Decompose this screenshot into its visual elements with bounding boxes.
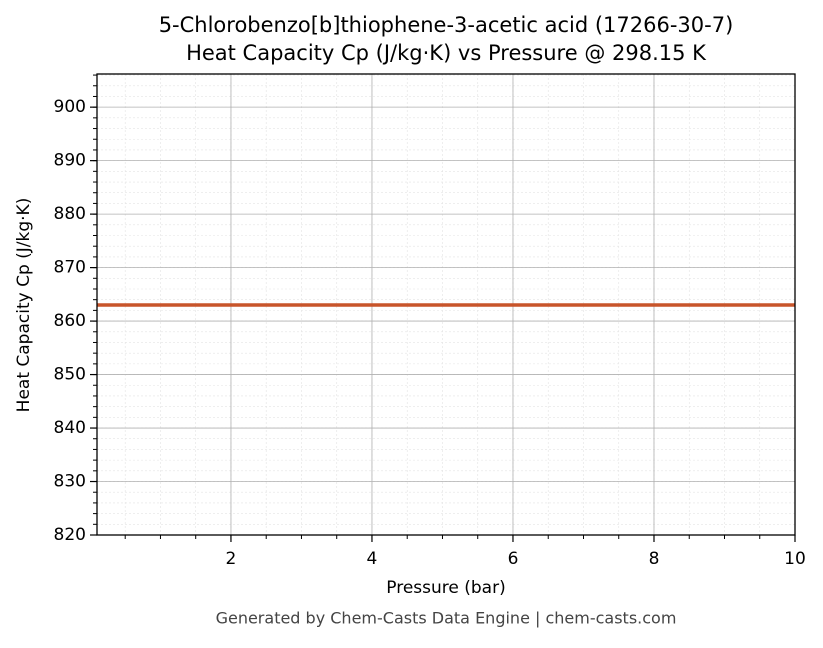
y-tick-label: 900 (54, 97, 86, 117)
y-tick-label: 870 (54, 258, 86, 278)
y-tick-label: 890 (54, 151, 86, 171)
y-axis-label: Heat Capacity Cp (J/kg·K) (14, 198, 34, 413)
y-tick-label: 820 (54, 525, 86, 545)
y-tick-label: 830 (54, 472, 86, 492)
chart-subtitle: Heat Capacity Cp (J/kg·K) vs Pressure @ … (186, 41, 707, 65)
x-tick-label: 4 (367, 549, 378, 569)
chart-title: 5-Chlorobenzo[b]thiophene-3-acetic acid … (159, 13, 734, 37)
y-tick-label: 850 (54, 365, 86, 385)
x-tick-label: 8 (649, 549, 660, 569)
footer: Generated by Chem-Casts Data Engine | ch… (216, 609, 677, 628)
x-axis-label: Pressure (bar) (386, 578, 505, 598)
x-tick-label: 10 (784, 549, 806, 569)
y-tick-label: 840 (54, 418, 86, 438)
y-tick-label: 860 (54, 311, 86, 331)
x-tick-label: 6 (508, 549, 519, 569)
x-tick-label: 2 (226, 549, 237, 569)
y-tick-label: 880 (54, 204, 86, 224)
plot-frame (96, 73, 796, 536)
